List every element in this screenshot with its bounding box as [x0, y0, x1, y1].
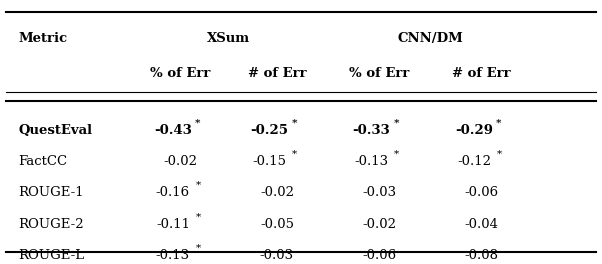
Text: ROUGE-L: ROUGE-L [18, 249, 84, 262]
Text: -0.11: -0.11 [156, 218, 190, 231]
Text: -0.13: -0.13 [355, 155, 389, 168]
Text: *: * [195, 119, 200, 128]
Text: *: * [292, 150, 297, 159]
Text: *: * [497, 150, 501, 159]
Text: -0.13: -0.13 [156, 249, 190, 262]
Text: -0.02: -0.02 [260, 186, 294, 200]
Text: *: * [291, 119, 297, 128]
Text: % of Err: % of Err [150, 67, 211, 81]
Text: *: * [196, 212, 200, 221]
Text: CNN/DM: CNN/DM [397, 32, 464, 45]
Text: -0.29: -0.29 [455, 124, 493, 137]
Text: ROUGE-1: ROUGE-1 [18, 186, 84, 200]
Text: -0.02: -0.02 [164, 155, 197, 168]
Text: -0.33: -0.33 [353, 124, 391, 137]
Text: -0.08: -0.08 [465, 249, 498, 262]
Text: FactCC: FactCC [18, 155, 67, 168]
Text: -0.05: -0.05 [260, 218, 294, 231]
Text: # of Err: # of Err [452, 67, 511, 81]
Text: -0.03: -0.03 [362, 186, 396, 200]
Text: QuestEval: QuestEval [18, 124, 92, 137]
Text: -0.04: -0.04 [465, 218, 498, 231]
Text: ROUGE-2: ROUGE-2 [18, 218, 84, 231]
Text: -0.16: -0.16 [156, 186, 190, 200]
Text: XSum: XSum [207, 32, 250, 45]
Text: *: * [196, 181, 200, 190]
Text: -0.03: -0.03 [260, 249, 294, 262]
Text: -0.43: -0.43 [154, 124, 192, 137]
Text: *: * [496, 119, 501, 128]
Text: -0.02: -0.02 [362, 218, 396, 231]
Text: # of Err: # of Err [247, 67, 306, 81]
Text: -0.06: -0.06 [465, 186, 498, 200]
Text: *: * [394, 119, 399, 128]
Text: Metric: Metric [18, 32, 67, 45]
Text: -0.12: -0.12 [457, 155, 491, 168]
Text: *: * [196, 243, 200, 252]
Text: *: * [394, 150, 399, 159]
Text: -0.06: -0.06 [362, 249, 396, 262]
Text: % of Err: % of Err [349, 67, 409, 81]
Text: -0.15: -0.15 [252, 155, 286, 168]
Text: -0.25: -0.25 [250, 124, 288, 137]
